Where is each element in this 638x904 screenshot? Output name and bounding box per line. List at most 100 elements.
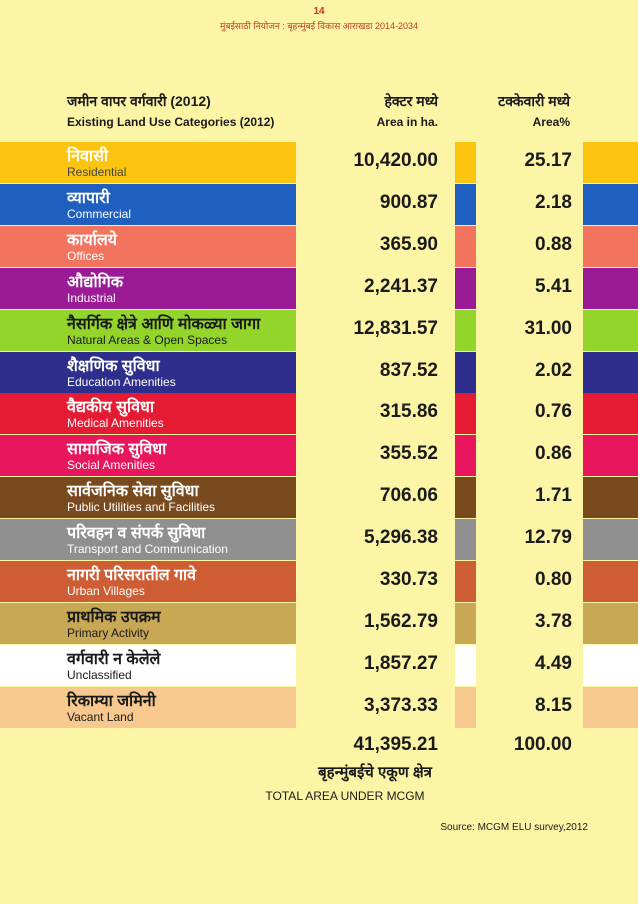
category-label-english: Medical Amenities <box>67 416 164 431</box>
color-swatch-right <box>583 142 638 183</box>
color-swatch-left <box>0 142 296 183</box>
color-swatch-right <box>583 644 638 686</box>
table-row: शैक्षणिक सुविधा Education Amenities 837.52… <box>0 351 638 393</box>
color-swatch-left <box>0 644 296 686</box>
category-header-marathi: जमीन वापर वर्गवारी (2012) <box>67 93 211 109</box>
table-row: सामाजिक सुविधा Social Amenities 355.52 0.86 <box>0 435 638 477</box>
table-row: कार्यालये Offices 365.90 0.88 <box>0 225 638 267</box>
total-label-marathi: बृहन्मुंबईचे एकूण क्षेत्र <box>318 764 432 781</box>
area-hectares: 3,373.33 <box>364 694 438 716</box>
area-percent: 1.71 <box>535 485 572 507</box>
category-label-marathi: वैद्यकीय सुविधा <box>67 399 154 417</box>
color-swatch-middle <box>455 267 476 309</box>
table-row: रिकाम्या जमिनी Vacant Land 3,373.33 8.15 <box>0 686 638 728</box>
running-head: मुंबईसाठी नियोजन : बृहन्मुंबई विकास आराख… <box>219 21 419 31</box>
color-swatch-middle <box>455 644 476 686</box>
color-swatch-middle <box>455 561 476 602</box>
color-swatch-middle <box>455 477 476 519</box>
color-swatch-left <box>0 183 296 225</box>
page-number: 14 <box>313 6 325 17</box>
category-label-marathi: निवासी <box>67 148 109 165</box>
category-label-marathi: रिकाम्या जमिनी <box>67 692 156 710</box>
table-row: औद्योगिक Industrial 2,241.37 5.41 <box>0 267 638 309</box>
category-label-marathi: नैसर्गिक क्षेत्रे आणि मोकळ्या जागा <box>67 315 261 333</box>
area-hectares: 5,296.38 <box>364 527 438 549</box>
color-swatch-middle <box>455 686 476 728</box>
category-label-marathi: प्राथमिक उपक्रम <box>67 608 161 626</box>
area-percent: 0.86 <box>535 443 572 465</box>
total-label-english: TOTAL AREA UNDER MCGM <box>265 789 425 803</box>
table-row: व्यापारी Commercial 900.87 2.18 <box>0 183 638 225</box>
category-label-marathi: सामाजिक सुविधा <box>67 441 167 459</box>
color-swatch-right <box>583 686 638 728</box>
area-hectares: 1,857.27 <box>364 652 438 674</box>
color-swatch-right <box>583 183 638 225</box>
category-label-english: Primary Activity <box>67 625 150 640</box>
color-swatch-middle <box>455 602 476 644</box>
total-area-hectares: 41,395.21 <box>353 734 438 755</box>
color-swatch-right <box>583 225 638 267</box>
area-hectares: 900.87 <box>379 191 438 213</box>
color-swatch-left <box>0 435 296 477</box>
color-swatch-left <box>0 225 296 267</box>
table-row: वैद्यकीय सुविधा Medical Amenities 315.86 0.… <box>0 393 638 435</box>
area-percent: 5.41 <box>535 275 572 297</box>
area-percent: 4.49 <box>535 652 572 674</box>
color-swatch-right <box>583 393 638 435</box>
color-swatch-right <box>583 477 638 519</box>
percent-header-english: Area% <box>532 115 570 129</box>
color-swatch-left <box>0 519 296 561</box>
color-swatch-left <box>0 686 296 728</box>
table-row: सार्वजनिक सेवा सुविधा Public Utilities an… <box>0 477 638 519</box>
area-percent: 12.79 <box>524 527 572 549</box>
color-swatch-left <box>0 309 296 351</box>
table-row: निवासी Residential 10,420.00 25.17 <box>0 142 638 183</box>
color-swatch-left <box>0 602 296 644</box>
table-row: परिवहन व संपर्क सुविधा Transport and Comm… <box>0 519 638 561</box>
color-swatch-left <box>0 477 296 519</box>
category-label-english: Social Amenities <box>67 458 156 473</box>
category-label-english: Offices <box>67 248 105 263</box>
color-swatch-middle <box>455 183 476 225</box>
area-percent: 0.80 <box>535 569 572 590</box>
area-hectares: 10,420.00 <box>353 150 438 171</box>
color-swatch-middle <box>455 225 476 267</box>
table-row: नागरी परिसरातील गावे Urban Villages 330.73… <box>0 561 638 602</box>
category-label-english: Urban Villages <box>67 584 145 598</box>
hectare-header-english: Area in ha. <box>376 115 438 129</box>
percent-column-header: टक्केवारी मध्ये Area% <box>470 92 570 129</box>
color-swatch-middle <box>455 393 476 435</box>
category-label-marathi: वर्गवारी न केलेले <box>67 650 161 668</box>
category-label-marathi: कार्यालये <box>67 231 117 249</box>
category-label-english: Vacant Land <box>67 709 134 724</box>
color-swatch-middle <box>455 142 476 183</box>
color-swatch-right <box>583 267 638 309</box>
color-swatch-left <box>0 351 296 393</box>
color-swatch-right <box>583 309 638 351</box>
color-swatch-right <box>583 602 638 644</box>
area-percent: 2.02 <box>535 359 572 381</box>
area-percent: 8.15 <box>535 694 572 716</box>
area-hectares: 12,831.57 <box>353 317 438 339</box>
table-row: वर्गवारी न केलेले Unclassified 1,857.27 4.4… <box>0 644 638 686</box>
color-swatch-right <box>583 561 638 602</box>
category-column-header: जमीन वापर वर्गवारी (2012) Existing Land … <box>67 92 274 129</box>
category-label-english: Industrial <box>67 290 116 305</box>
color-swatch-right <box>583 435 638 477</box>
area-hectares: 365.90 <box>379 233 438 255</box>
area-hectares: 1,562.79 <box>364 610 438 632</box>
color-swatch-middle <box>455 309 476 351</box>
category-label-english: Public Utilities and Facilities <box>67 500 216 515</box>
table-row: नैसर्गिक क्षेत्रे आणि मोकळ्या जागा Natura… <box>0 309 638 351</box>
area-hectares: 2,241.37 <box>364 275 438 297</box>
area-percent: 0.76 <box>535 401 572 423</box>
area-hectares: 355.52 <box>379 443 438 465</box>
area-percent: 31.00 <box>524 317 572 339</box>
area-percent: 2.18 <box>535 191 572 213</box>
color-swatch-left <box>0 393 296 435</box>
area-hectares: 706.06 <box>379 485 438 507</box>
color-swatch-left <box>0 267 296 309</box>
category-label-marathi: सार्वजनिक सेवा सुविधा <box>67 483 199 501</box>
color-swatch-middle <box>455 519 476 561</box>
area-hectares: 330.73 <box>379 569 438 590</box>
